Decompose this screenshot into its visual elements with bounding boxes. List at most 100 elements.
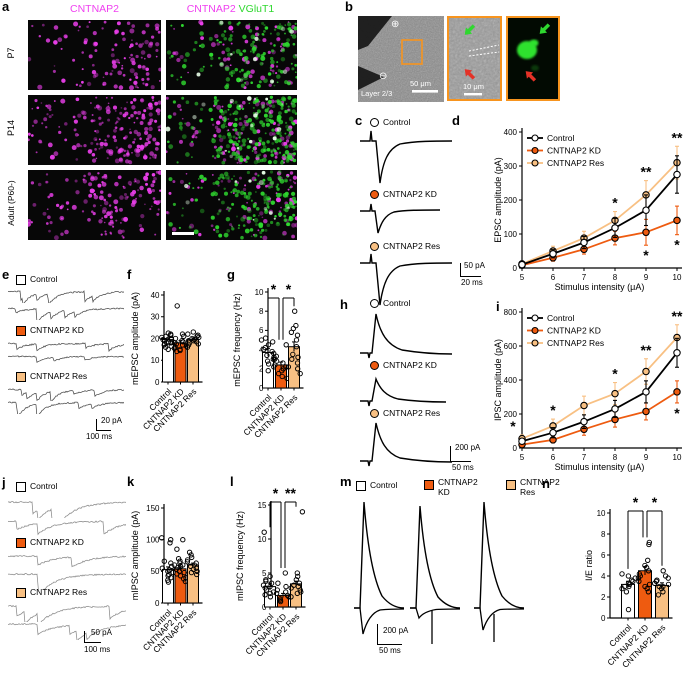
green-arrow-icon <box>539 23 551 34</box>
mipsc-trace <box>8 555 126 568</box>
panel-n-label: n <box>542 476 550 491</box>
ie-trace-kd <box>410 505 461 644</box>
legend-res-label: CNTNAP2 Res <box>30 371 88 381</box>
panel-l-label: l <box>230 474 234 489</box>
panel-g-label: g <box>227 267 235 282</box>
svg-text:CNTNAP2 Res: CNTNAP2 Res <box>547 158 604 168</box>
svg-text:6: 6 <box>551 453 556 462</box>
legend-res-label: CNTNAP2 Res <box>30 587 88 597</box>
mipsc-frequency-chart: 051015mIPSC frequency (Hz)ControlCNTNAP2… <box>235 485 306 659</box>
svg-text:8: 8 <box>613 273 618 282</box>
legend-control-label: Control <box>383 117 411 127</box>
ipsc-trace-res <box>360 422 453 467</box>
mepsc-trace <box>8 342 124 353</box>
stim-electrode-symbol: ⊕ <box>391 19 400 30</box>
svg-text:EPSC amplitude (pA): EPSC amplitude (pA) <box>493 157 503 243</box>
svg-text:8: 8 <box>613 453 618 462</box>
res-marker-icon <box>370 242 379 251</box>
control-marker-icon <box>356 481 366 491</box>
legend-kd: CNTNAP2 KD <box>16 325 84 336</box>
legend-res: CNTNAP2 Res <box>370 408 440 419</box>
epsc-trace-kd <box>360 203 441 234</box>
mepsc-trace <box>8 355 124 363</box>
legend-kd-label: CNTNAP2 KD <box>383 189 437 199</box>
svg-text:4: 4 <box>601 572 606 581</box>
svg-text:9: 9 <box>644 273 649 282</box>
svg-text:9: 9 <box>644 453 649 462</box>
panel-a-label: a <box>2 0 10 14</box>
panel-a-header-cntnap2: CNTNAP2 <box>69 3 119 15</box>
legend-kd-label: CNTNAP2 KD <box>383 360 437 370</box>
svg-text:5: 5 <box>262 569 267 578</box>
micro-image-p7-cntnap2 <box>28 20 161 90</box>
svg-text:300: 300 <box>504 162 518 171</box>
svg-text:400: 400 <box>504 128 518 137</box>
control-marker-icon <box>16 275 26 285</box>
svg-text:IPSC amplitude (pA): IPSC amplitude (pA) <box>493 339 503 421</box>
svg-text:*: * <box>550 402 556 418</box>
legend-control: Control <box>356 480 408 491</box>
kd-marker-icon <box>424 480 434 490</box>
scalebar-h-hlabel: 50 ms <box>452 463 474 472</box>
svg-text:40: 40 <box>151 291 160 300</box>
svg-text:7: 7 <box>582 453 587 462</box>
kd-marker-icon <box>370 190 379 199</box>
svg-text:600: 600 <box>504 342 518 351</box>
legend-kd-label: CNTNAP2 KD <box>30 325 84 335</box>
svg-text:10: 10 <box>258 535 267 544</box>
legend-res: CNTNAP2 Res <box>16 587 88 598</box>
svg-text:*: * <box>643 247 649 263</box>
svg-text:10: 10 <box>255 288 264 297</box>
panel-c-label: c <box>355 113 363 128</box>
red-arrow-icon <box>525 71 537 82</box>
svg-text:50: 50 <box>151 567 160 576</box>
legend-res: CNTNAP2 Res <box>16 371 88 382</box>
legend-res-label: CNTNAP2 Res <box>383 241 441 251</box>
scalebar-m-vlabel: 200 pA <box>383 626 409 635</box>
svg-text:*: * <box>612 195 618 211</box>
svg-text:6: 6 <box>551 273 556 282</box>
legend-kd: CNTNAP2 KD <box>370 189 437 200</box>
svg-text:800: 800 <box>504 308 518 317</box>
res-marker-icon <box>370 409 379 418</box>
svg-text:*: * <box>674 405 680 421</box>
kd-marker-icon <box>16 538 26 548</box>
legend-control-label: Control <box>383 298 411 308</box>
control-marker-icon <box>370 299 379 308</box>
dic-overview-image: ⊕ ⊖ Layer 2/3 50 μm <box>358 16 444 102</box>
svg-text:*: * <box>633 494 639 510</box>
mepsc-trace <box>8 401 124 414</box>
svg-text:20: 20 <box>151 334 160 343</box>
ie-trace-control <box>354 501 405 635</box>
svg-text:**: ** <box>672 308 683 324</box>
mipsc-trace <box>8 623 126 640</box>
svg-text:2: 2 <box>259 365 264 374</box>
legend-kd: CNTNAP2 KD <box>370 360 437 371</box>
legend-res: CNTNAP2 Res <box>506 477 568 498</box>
panel-a-header-merge-vglut1: VGluT1 <box>238 3 275 15</box>
svg-text:*: * <box>273 485 279 501</box>
row-label-adult: Adult (P60-) <box>6 180 16 226</box>
svg-text:0: 0 <box>513 264 518 273</box>
panel-f-label: f <box>127 267 132 282</box>
svg-text:100: 100 <box>146 535 160 544</box>
micro-image-adult-cntnap2 <box>28 170 161 240</box>
svg-text:Control: Control <box>547 133 575 143</box>
svg-text:400: 400 <box>504 376 518 385</box>
svg-text:8: 8 <box>601 530 606 539</box>
control-marker-icon <box>16 482 26 492</box>
legend-res: CNTNAP2 Res <box>370 241 441 252</box>
kd-marker-icon <box>16 326 26 336</box>
micro-image-p14-merge <box>166 95 297 165</box>
ground-electrode-symbol: ⊖ <box>379 71 388 82</box>
scalebar-h-vlabel: 200 pA <box>455 443 481 452</box>
legend-kd: CNTNAP2 KD <box>424 477 486 498</box>
svg-text:2: 2 <box>601 593 606 602</box>
svg-text:mIPSC frequency (Hz): mIPSC frequency (Hz) <box>235 511 245 601</box>
svg-text:*: * <box>271 281 277 297</box>
legend-kd: CNTNAP2 KD <box>16 537 84 548</box>
svg-text:10: 10 <box>597 509 606 518</box>
dic-zoom-image: 10 μm <box>447 16 502 101</box>
